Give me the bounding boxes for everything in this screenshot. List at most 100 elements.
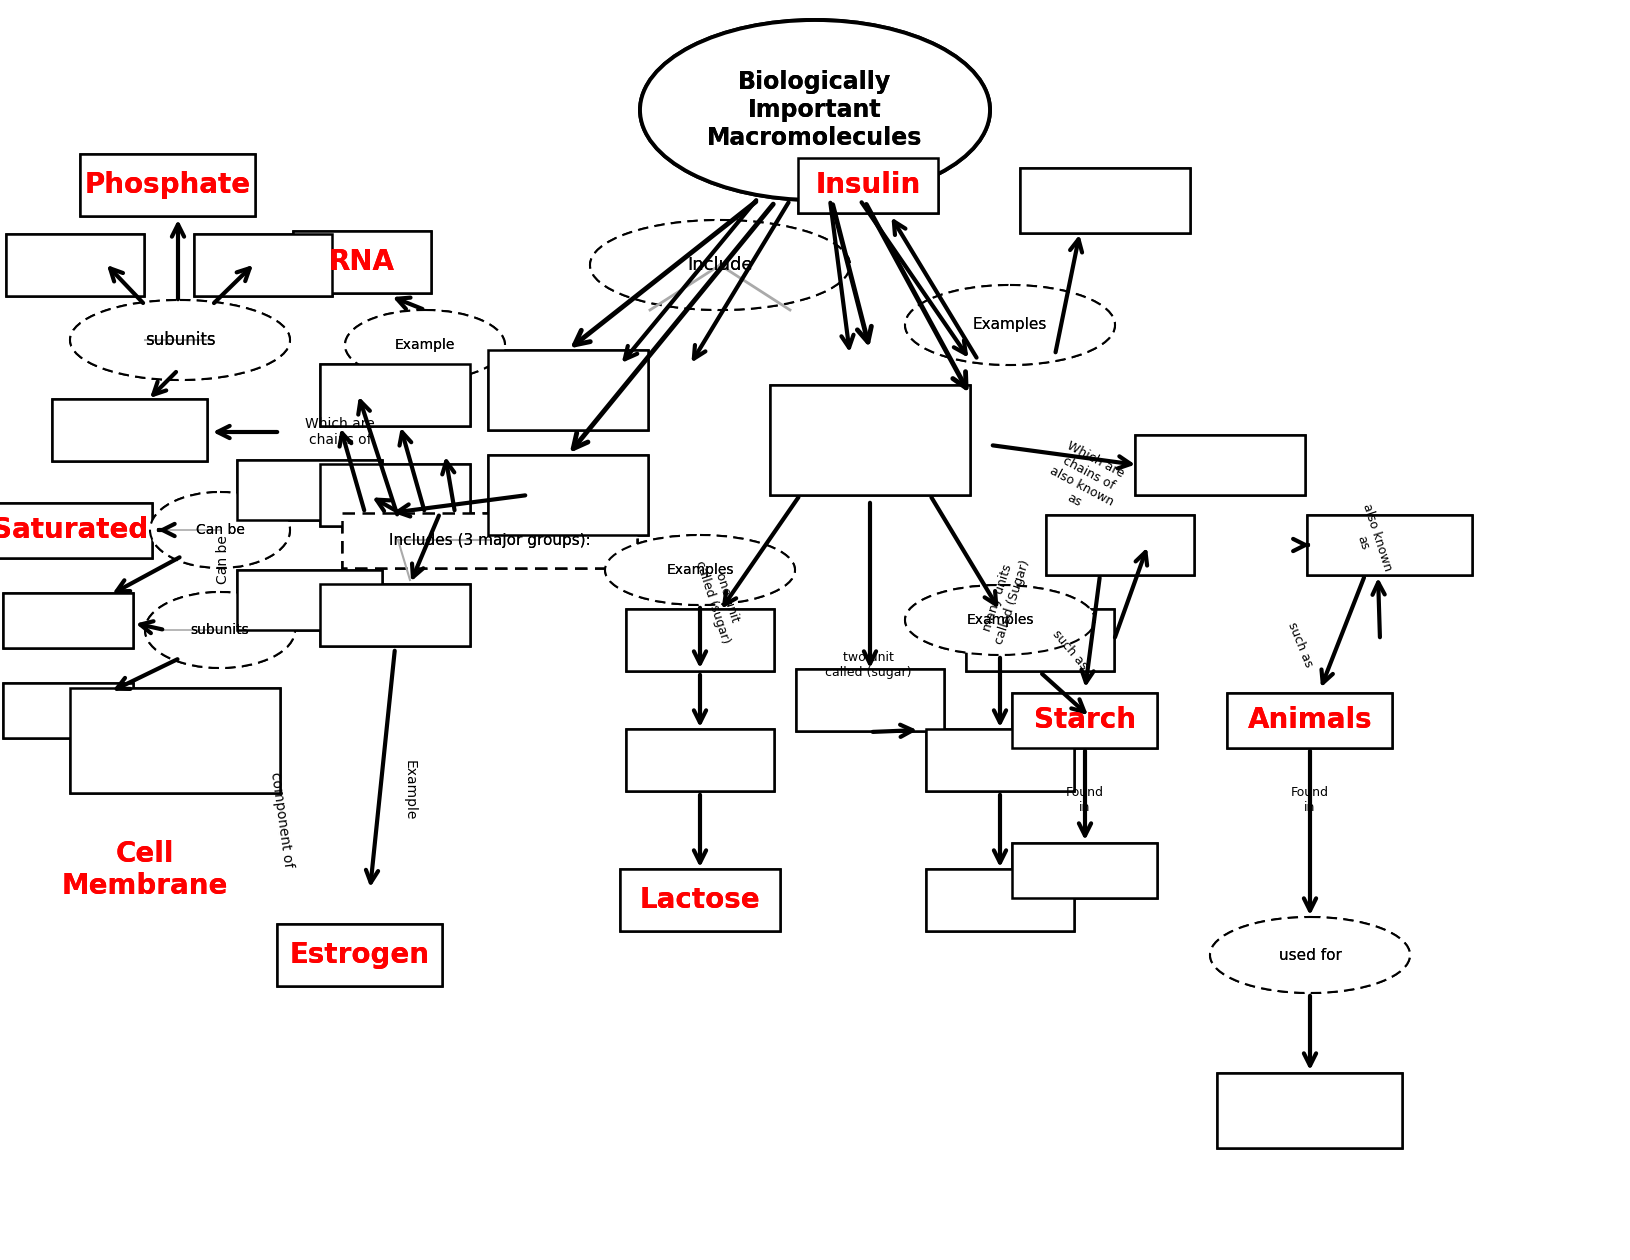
Ellipse shape <box>145 592 295 668</box>
FancyBboxPatch shape <box>797 158 937 213</box>
FancyBboxPatch shape <box>194 234 333 296</box>
FancyBboxPatch shape <box>238 460 383 520</box>
FancyBboxPatch shape <box>80 154 256 215</box>
Text: also known
as: also known as <box>1345 503 1394 578</box>
FancyBboxPatch shape <box>769 386 970 495</box>
FancyBboxPatch shape <box>1134 435 1304 495</box>
FancyBboxPatch shape <box>319 464 469 525</box>
FancyBboxPatch shape <box>1134 435 1304 495</box>
Ellipse shape <box>1209 917 1410 993</box>
Text: Biologically
Important
Macromolecules: Biologically Important Macromolecules <box>707 71 923 150</box>
FancyBboxPatch shape <box>626 730 774 791</box>
FancyBboxPatch shape <box>342 513 637 567</box>
FancyBboxPatch shape <box>487 350 647 430</box>
FancyBboxPatch shape <box>965 609 1113 672</box>
Text: used for: used for <box>1278 948 1340 963</box>
Ellipse shape <box>590 220 849 310</box>
FancyBboxPatch shape <box>626 609 774 672</box>
Text: Can be: Can be <box>215 536 230 585</box>
Text: such as: such as <box>1284 620 1314 669</box>
Text: Saturated: Saturated <box>0 517 148 544</box>
FancyBboxPatch shape <box>3 592 134 648</box>
Ellipse shape <box>905 585 1094 655</box>
Text: subunits: subunits <box>191 622 249 638</box>
Text: many units
called (Sugar): many units called (Sugar) <box>978 554 1032 646</box>
Ellipse shape <box>145 592 295 668</box>
Text: Examples: Examples <box>665 563 734 577</box>
Text: Found
in: Found in <box>1066 786 1104 814</box>
FancyBboxPatch shape <box>7 234 143 296</box>
Ellipse shape <box>905 285 1115 365</box>
FancyBboxPatch shape <box>1012 693 1157 747</box>
Text: Animals: Animals <box>1247 706 1371 735</box>
Text: Lactose: Lactose <box>639 886 760 914</box>
FancyBboxPatch shape <box>619 869 779 931</box>
Text: RNA: RNA <box>329 248 394 276</box>
Text: Include: Include <box>686 256 753 273</box>
Text: Which are
chains of: Which are chains of <box>305 417 375 447</box>
Text: Examples: Examples <box>965 614 1033 627</box>
Ellipse shape <box>639 20 989 200</box>
Ellipse shape <box>639 20 989 200</box>
Text: Saturated: Saturated <box>0 517 148 544</box>
Text: subunits: subunits <box>191 622 249 638</box>
FancyBboxPatch shape <box>1045 515 1193 575</box>
Text: Cell
Membrane: Cell Membrane <box>62 840 228 900</box>
Text: such as: such as <box>1050 627 1089 673</box>
FancyBboxPatch shape <box>238 460 383 520</box>
FancyBboxPatch shape <box>965 609 1113 672</box>
FancyBboxPatch shape <box>1307 515 1472 575</box>
Ellipse shape <box>605 536 794 605</box>
FancyBboxPatch shape <box>7 234 143 296</box>
Ellipse shape <box>905 585 1094 655</box>
FancyBboxPatch shape <box>926 730 1073 791</box>
Text: Can be: Can be <box>196 523 244 537</box>
FancyBboxPatch shape <box>80 154 256 215</box>
FancyBboxPatch shape <box>1045 515 1193 575</box>
Ellipse shape <box>150 491 290 568</box>
Text: subunits: subunits <box>145 331 215 349</box>
Text: subunits: subunits <box>145 331 215 349</box>
Ellipse shape <box>590 220 849 310</box>
Ellipse shape <box>150 491 290 568</box>
Text: Insulin: Insulin <box>815 171 919 199</box>
FancyBboxPatch shape <box>487 455 647 536</box>
FancyBboxPatch shape <box>619 869 779 931</box>
FancyBboxPatch shape <box>1012 843 1157 897</box>
Text: Phosphate: Phosphate <box>85 171 251 199</box>
FancyBboxPatch shape <box>70 688 280 793</box>
Text: Found
in: Found in <box>1291 786 1328 814</box>
Text: RNA: RNA <box>329 248 394 276</box>
FancyBboxPatch shape <box>238 570 383 630</box>
Text: Estrogen: Estrogen <box>290 941 430 969</box>
FancyBboxPatch shape <box>0 503 153 557</box>
FancyBboxPatch shape <box>194 234 333 296</box>
FancyBboxPatch shape <box>342 513 637 567</box>
FancyBboxPatch shape <box>926 869 1073 931</box>
Text: Phosphate: Phosphate <box>85 171 251 199</box>
Text: Examples: Examples <box>665 563 734 577</box>
FancyBboxPatch shape <box>797 158 937 213</box>
FancyBboxPatch shape <box>795 669 944 731</box>
FancyBboxPatch shape <box>238 570 383 630</box>
FancyBboxPatch shape <box>52 399 207 461</box>
FancyBboxPatch shape <box>769 386 970 495</box>
Text: two unit
called (sugar): two unit called (sugar) <box>825 651 911 679</box>
Text: Estrogen: Estrogen <box>290 941 430 969</box>
FancyBboxPatch shape <box>70 688 280 793</box>
Text: Example: Example <box>394 338 455 352</box>
FancyBboxPatch shape <box>1019 168 1190 233</box>
Text: Examples: Examples <box>971 318 1046 333</box>
FancyBboxPatch shape <box>795 669 944 731</box>
FancyBboxPatch shape <box>319 464 469 525</box>
Text: component of: component of <box>269 771 295 868</box>
Ellipse shape <box>346 310 505 381</box>
Text: one unit
called (sugar): one unit called (sugar) <box>693 554 747 645</box>
Text: Biologically
Important
Macromolecules: Biologically Important Macromolecules <box>707 71 923 150</box>
FancyBboxPatch shape <box>1019 168 1190 233</box>
FancyBboxPatch shape <box>319 364 469 426</box>
FancyBboxPatch shape <box>1216 1072 1402 1148</box>
Ellipse shape <box>605 536 794 605</box>
FancyBboxPatch shape <box>319 583 469 646</box>
Ellipse shape <box>1209 917 1410 993</box>
